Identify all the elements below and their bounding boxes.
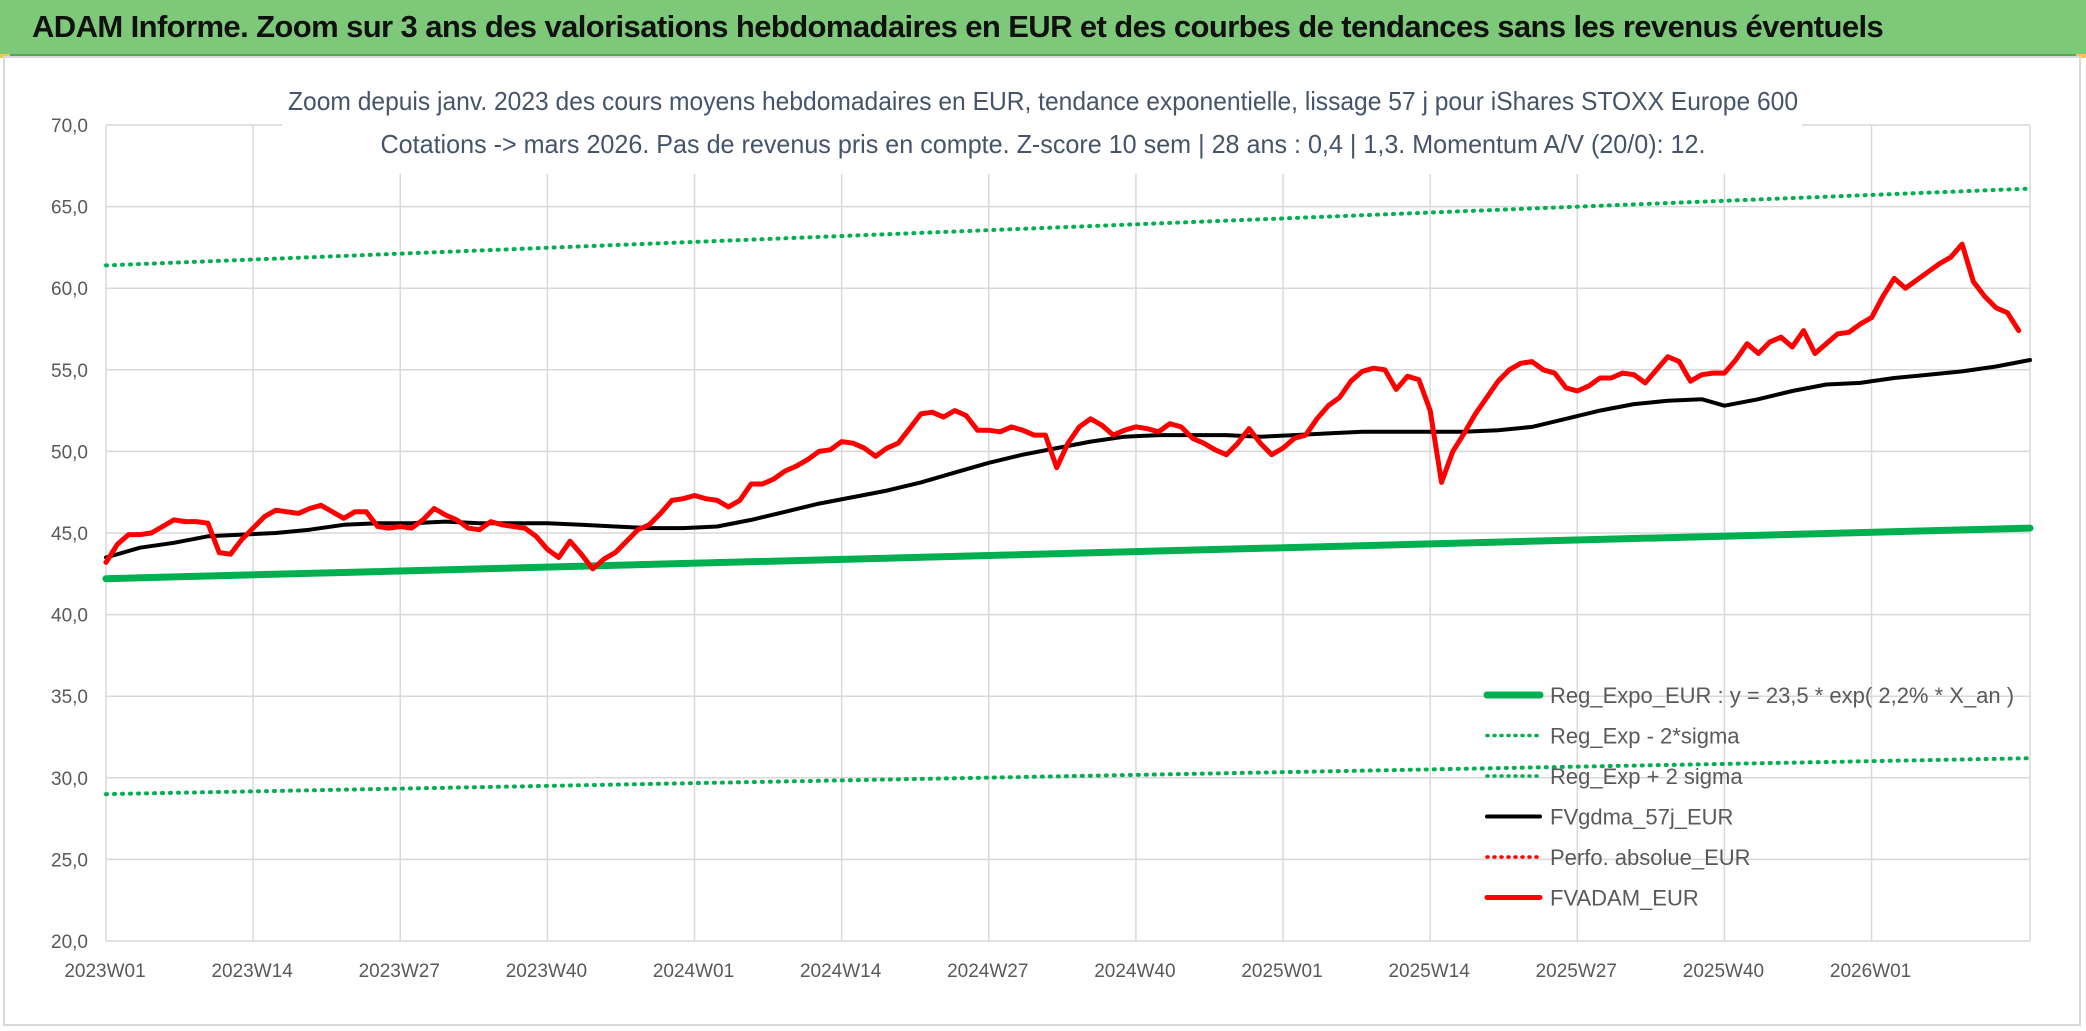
y-tick-label: 35,0 <box>51 687 88 708</box>
series-line <box>104 756 2032 797</box>
report-title: ADAM Informe. Zoom sur 3 ans des valoris… <box>32 9 1884 44</box>
x-tick-label: 2024W27 <box>947 961 1028 982</box>
series-line <box>104 358 2032 560</box>
y-tick-label: 55,0 <box>51 361 88 382</box>
legend-label: Reg_Exp + 2 sigma <box>1550 764 1743 789</box>
series-line <box>103 241 2022 572</box>
y-tick-label: 40,0 <box>51 606 88 627</box>
x-tick-label: 2026W01 <box>1830 961 1911 982</box>
legend-label: Reg_Exp - 2*sigma <box>1550 724 1740 749</box>
chart-subtitle: Cotations -> mars 2026. Pas de revenus p… <box>381 129 1706 159</box>
x-tick-label: 2025W14 <box>1388 961 1470 982</box>
report-banner: ADAM Informe. Zoom sur 3 ans des valoris… <box>0 0 2086 56</box>
y-tick-label: 20,0 <box>51 932 88 953</box>
x-tick-label: 2025W01 <box>1241 961 1322 982</box>
x-tick-label: 2024W40 <box>1094 961 1175 982</box>
series-line <box>102 524 2034 583</box>
y-tick-label: 45,0 <box>51 524 88 545</box>
x-tick-label: 2023W40 <box>506 961 587 982</box>
legend-label: Reg_Expo_EUR : y = 23,5 * exp( 2,2% * X_… <box>1550 683 2014 708</box>
x-tick-label: 2023W14 <box>211 961 293 982</box>
legend-label: Perfo. absolue_EUR <box>1550 845 1751 870</box>
y-tick-label: 70,0 <box>51 116 88 137</box>
y-tick-label: 30,0 <box>51 769 88 790</box>
chart-title: Zoom depuis janv. 2023 des cours moyens … <box>288 86 1798 116</box>
legend-label: FVADAM_EUR <box>1550 886 1699 911</box>
chart-frame <box>3 56 2081 1026</box>
x-tick-label: 2024W01 <box>653 961 734 982</box>
y-tick-label: 65,0 <box>51 198 88 219</box>
legend-label: FVgdma_57j_EUR <box>1550 805 1733 830</box>
y-tick-label: 60,0 <box>51 279 88 300</box>
title-background <box>282 78 1802 174</box>
y-tick-label: 50,0 <box>51 442 88 463</box>
x-tick-label: 2023W27 <box>359 961 440 982</box>
banner-corner-right <box>2076 54 2086 58</box>
x-tick-label: 2025W27 <box>1536 961 1617 982</box>
x-tick-label: 2023W01 <box>64 961 145 982</box>
x-tick-label: 2025W40 <box>1683 961 1764 982</box>
series-line <box>104 186 2032 268</box>
x-tick-label: 2024W14 <box>800 961 882 982</box>
y-tick-label: 25,0 <box>51 850 88 871</box>
